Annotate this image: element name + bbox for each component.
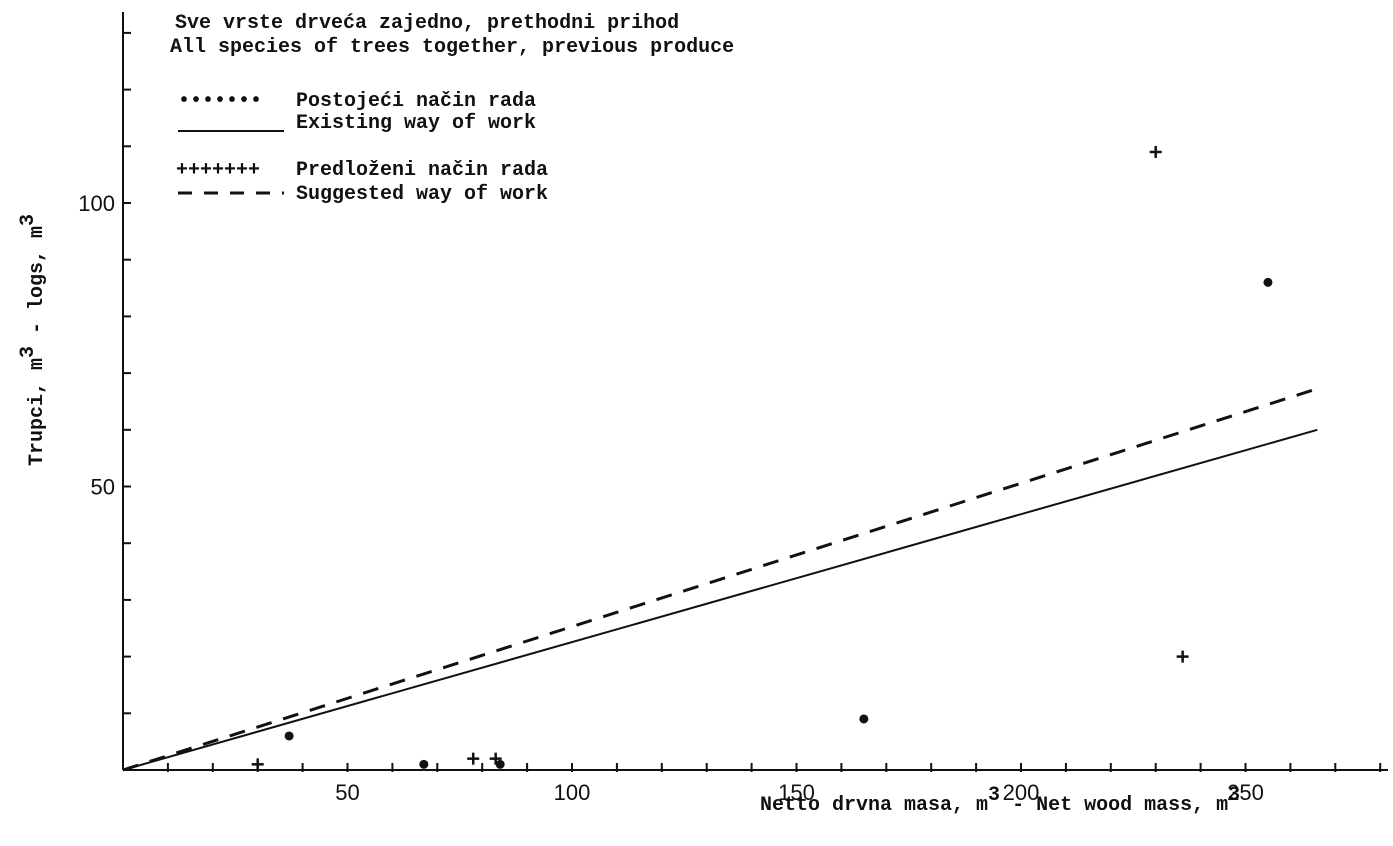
data-points: [251, 145, 1273, 771]
x-tick-label: 250: [1227, 780, 1264, 805]
x-tick-label: 200: [1003, 780, 1040, 805]
y-axis-label: Trupci, m3 - logs, m3: [17, 214, 49, 466]
point-suggested: [489, 752, 502, 765]
chart-subtitle: All species of trees together, previous …: [170, 36, 734, 59]
chart-title: Sve vrste drveća zajedno, prethodni prih…: [175, 12, 679, 35]
legend-label-existing-1: Postojeći način rada: [296, 90, 536, 113]
y-tick-label: 100: [78, 191, 115, 216]
point-suggested: [251, 758, 264, 771]
point-existing: [495, 759, 505, 769]
fit-line-suggested: [122, 388, 1314, 772]
fit-lines: [122, 388, 1318, 772]
axes: [122, 12, 1388, 771]
x-tick-label: 150: [778, 780, 815, 805]
tick-labels: 50 100 150 200 250 50 100: [78, 191, 1264, 805]
ticks: [123, 31, 1382, 772]
point-suggested: [467, 752, 480, 765]
x-axis-label: Netto drvna masa, m3 - Net wood mass, m3: [760, 784, 1240, 817]
legend-label-suggested-2: Suggested way of work: [296, 183, 548, 206]
fit-line-existing: [122, 428, 1318, 771]
legend-marker-existing: •••••••: [178, 90, 262, 113]
point-suggested: [1176, 650, 1189, 663]
y-tick-label: 50: [91, 475, 115, 500]
x-tick-label: 50: [335, 780, 359, 805]
point-existing: [419, 759, 429, 769]
point-existing: [859, 714, 869, 724]
point-existing: [284, 731, 294, 741]
point-suggested: [1149, 145, 1162, 158]
legend-label-existing-2: Existing way of work: [296, 112, 536, 135]
legend-label-suggested-1: Predloženi način rada: [296, 159, 548, 182]
point-existing: [1263, 277, 1273, 287]
legend-marker-suggested: +++++++: [176, 159, 260, 182]
legend: ••••••• Postojeći način rada Existing wa…: [176, 90, 548, 206]
x-tick-label: 100: [554, 780, 591, 805]
